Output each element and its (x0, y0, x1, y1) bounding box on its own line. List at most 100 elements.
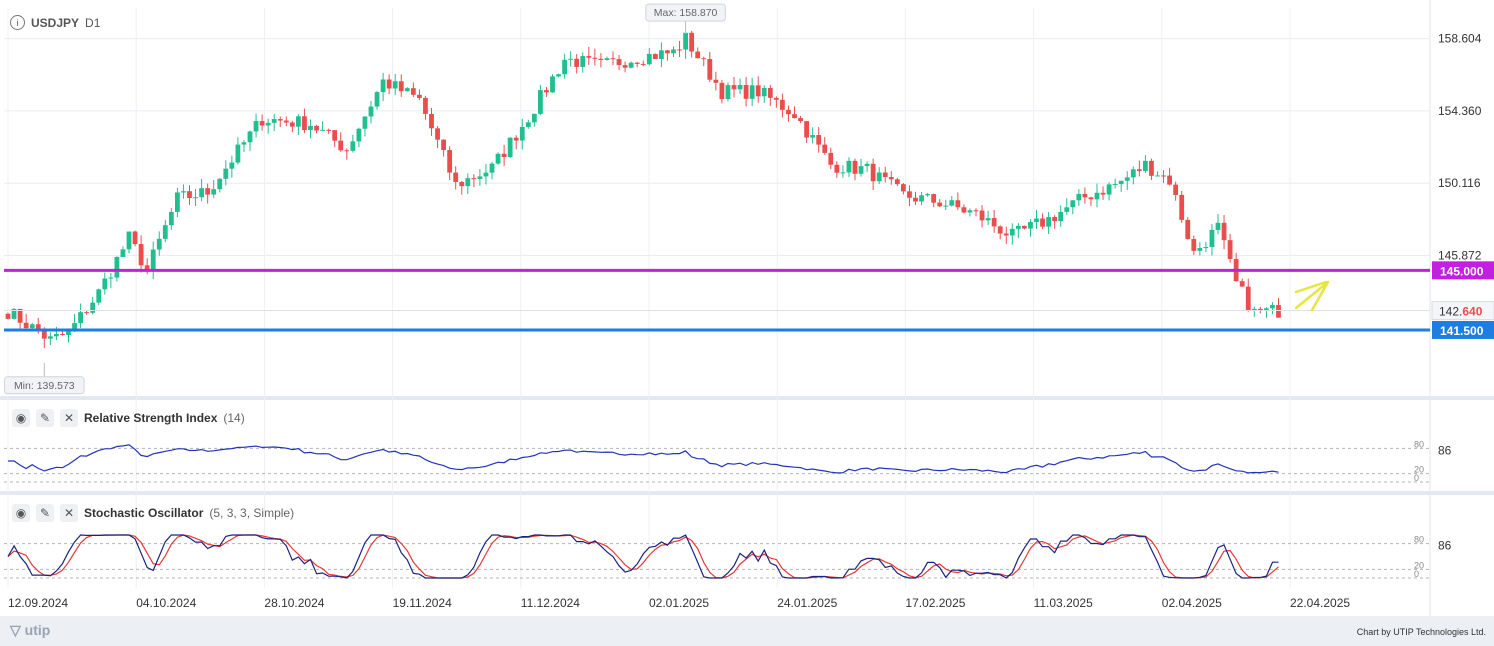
grid (0, 0, 1494, 616)
axes: 158.604 154.360 150.116 145.872 12.09.2024 04… (8, 32, 1494, 610)
wrench-icon[interactable]: ✎ (36, 409, 54, 427)
candle-down (816, 135, 822, 145)
candle-up (308, 125, 313, 131)
candle-down (471, 178, 477, 180)
credit-text: Chart by UTIP Technologies Ltd. (1356, 627, 1486, 637)
candle-down (634, 62, 640, 64)
candle-up (1143, 160, 1148, 172)
candle-up (175, 192, 180, 212)
candle-up (985, 218, 991, 221)
candle-down (610, 58, 616, 60)
candle-up (477, 176, 483, 179)
info-icon[interactable]: i (10, 15, 25, 30)
rsi-title: Relative Strength Index (84, 411, 218, 425)
stoch-level-label: 0 (1414, 569, 1419, 579)
horizontal-levels[interactable] (4, 268, 1430, 332)
candle-down (41, 331, 47, 339)
candle-up (919, 195, 924, 202)
candle-down (283, 120, 289, 123)
x-tick-label: 17.02.2025 (905, 596, 965, 610)
rsi-rsi-line (8, 444, 1279, 474)
candle-down (144, 265, 150, 271)
candle-down (870, 163, 876, 182)
candle-down (786, 109, 791, 115)
candle-up (949, 200, 955, 206)
x-tick-label: 11.12.2024 (521, 596, 580, 610)
candle-up (181, 191, 186, 193)
candle-up (66, 330, 71, 335)
candles (5, 30, 1281, 348)
candle-up (531, 113, 537, 123)
candle-down (459, 181, 465, 187)
current-price-main: 142. (1439, 305, 1462, 319)
candle-up (253, 121, 259, 132)
candle-up (749, 85, 755, 99)
candle-down (1239, 281, 1245, 287)
stoch-level-label: 80 (1414, 535, 1424, 545)
candle-up (1124, 177, 1130, 181)
eye-icon[interactable]: ◉ (12, 504, 30, 522)
rsi-level-label: 80 (1414, 439, 1424, 449)
candle-down (435, 128, 440, 140)
candle-up (1118, 180, 1124, 184)
stoch-value-label: 86 (1438, 539, 1452, 553)
symbol-header: i USDJPY D1 (10, 15, 100, 30)
max-label-text: Max: 158.870 (654, 7, 718, 19)
candle-down (259, 121, 265, 126)
candle-down (1136, 169, 1142, 172)
panel-separator (0, 491, 1494, 495)
candle-up (392, 81, 398, 89)
candle-up (1076, 193, 1082, 201)
candle-down (997, 226, 1003, 234)
candle-up (241, 142, 247, 145)
candle-up (199, 188, 204, 198)
candle-down (731, 85, 737, 90)
candle-down (17, 308, 23, 323)
candle-down (574, 58, 580, 67)
candle-down (410, 88, 416, 95)
candle-up (54, 334, 59, 337)
wrench-icon[interactable]: ✎ (36, 504, 54, 522)
min-label-text: Min: 139.573 (14, 380, 75, 392)
logo-text: utip (24, 622, 51, 638)
current-price-frac: 640 (1462, 305, 1482, 319)
current-price-tag (1431, 301, 1494, 321)
stoch-header: ◉ ✎ ✕ Stochastic Oscillator (5, 3, 3, Si… (12, 504, 294, 522)
candle-up (580, 56, 586, 67)
candle-up (193, 197, 198, 199)
x-tick-label: 12.09.2024 (8, 596, 68, 610)
y-tick-label: 145.872 (1438, 248, 1482, 262)
candle-down (1003, 233, 1009, 236)
chart-svg[interactable]: 158.604 154.360 150.116 145.872 12.09.2024 04… (0, 0, 1494, 616)
candle-up (1009, 228, 1015, 236)
eye-icon[interactable]: ◉ (12, 409, 30, 427)
candle-up (846, 160, 852, 173)
candle-down (677, 49, 682, 51)
candle-down (767, 87, 773, 98)
candle-down (792, 114, 797, 119)
candle-up (525, 122, 531, 127)
candle-up (1106, 184, 1112, 195)
candle-down (441, 139, 446, 151)
candle-down (913, 197, 918, 202)
candle-up (72, 323, 77, 331)
candle-down (622, 65, 628, 68)
candle-down (592, 57, 598, 59)
overlay: Max: 158.870 Min: 139.573 (4, 3, 1330, 395)
close-icon[interactable]: ✕ (60, 504, 78, 522)
candle-up (356, 128, 362, 142)
candle-up (320, 129, 325, 131)
candle-up (489, 163, 495, 173)
candle-up (538, 90, 543, 114)
max-label-box (645, 3, 726, 22)
candle-down (689, 32, 695, 52)
candle-up (550, 76, 555, 93)
candle-up (90, 302, 96, 313)
x-tick-label: 19.11.2024 (393, 596, 452, 610)
candle-up (1251, 308, 1257, 311)
candle-down (1276, 305, 1281, 318)
candle-up (223, 168, 229, 179)
close-icon[interactable]: ✕ (60, 409, 78, 427)
candle-down (1088, 197, 1094, 200)
